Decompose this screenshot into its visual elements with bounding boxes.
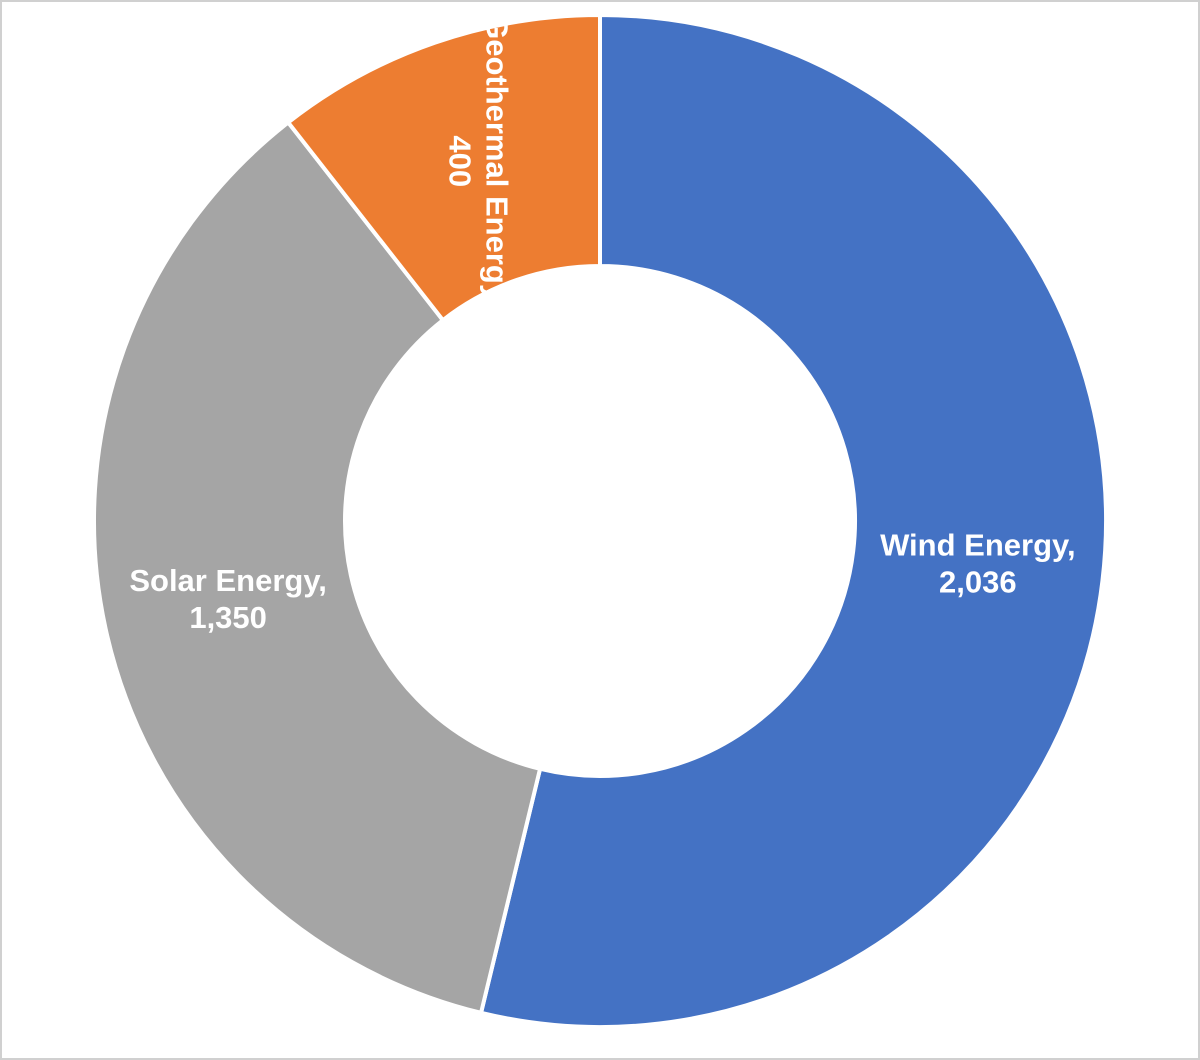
slice — [478, 12, 1108, 1029]
label-value: 400 — [442, 135, 477, 187]
label-category: Solar Energy — [129, 563, 321, 598]
label-separator: , — [1067, 528, 1076, 563]
label-value: 1,350 — [189, 600, 267, 635]
label-category: Wind Energy — [880, 528, 1070, 563]
slice — [92, 119, 543, 1016]
label-separator: , — [318, 563, 327, 598]
slice — [285, 12, 602, 323]
data-label: Wind Energy, 2,036 — [880, 528, 1076, 600]
data-label: Geothermal Energy, 400 — [442, 15, 514, 307]
label-value: 2,036 — [939, 565, 1017, 600]
label-category: Geothermal Energy — [479, 15, 514, 302]
label-separator: , — [479, 299, 514, 308]
data-label: Solar Energy, 1,350 — [129, 563, 327, 635]
